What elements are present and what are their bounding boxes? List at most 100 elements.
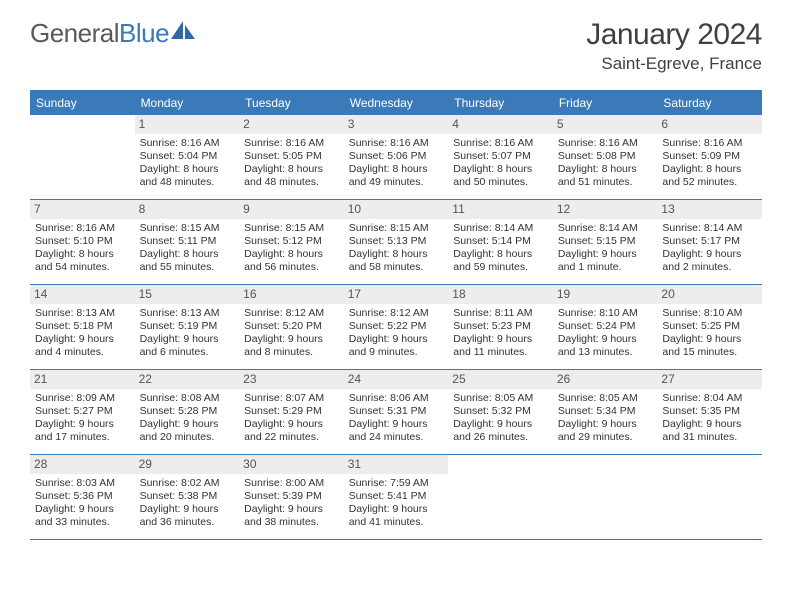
daylight-text: Daylight: 9 hours [453, 418, 548, 431]
daylight-text: and 51 minutes. [558, 176, 653, 189]
daylight-text: and 11 minutes. [453, 346, 548, 359]
daylight-text: Daylight: 9 hours [662, 333, 757, 346]
sunrise-text: Sunrise: 8:09 AM [35, 392, 130, 405]
sunrise-text: Sunrise: 8:16 AM [662, 137, 757, 150]
sunrise-text: Sunrise: 8:16 AM [244, 137, 339, 150]
day-number: 12 [553, 200, 658, 219]
daylight-text: and 54 minutes. [35, 261, 130, 274]
daylight-text: Daylight: 8 hours [35, 248, 130, 261]
day-cell: 18Sunrise: 8:11 AMSunset: 5:23 PMDayligh… [448, 285, 553, 369]
title-block: January 2024 Saint-Egreve, France [586, 18, 762, 74]
daylight-text: Daylight: 8 hours [349, 163, 444, 176]
sunset-text: Sunset: 5:34 PM [558, 405, 653, 418]
day-cell: 24Sunrise: 8:06 AMSunset: 5:31 PMDayligh… [344, 370, 449, 454]
day-cell: 30Sunrise: 8:00 AMSunset: 5:39 PMDayligh… [239, 455, 344, 539]
daylight-text: Daylight: 9 hours [244, 333, 339, 346]
sunrise-text: Sunrise: 8:07 AM [244, 392, 339, 405]
day-number: 26 [553, 370, 658, 389]
day-number: 10 [344, 200, 449, 219]
day-number: 11 [448, 200, 553, 219]
day-cell: 22Sunrise: 8:08 AMSunset: 5:28 PMDayligh… [135, 370, 240, 454]
sunset-text: Sunset: 5:22 PM [349, 320, 444, 333]
day-number: 9 [239, 200, 344, 219]
day-number: 16 [239, 285, 344, 304]
day-number: 13 [657, 200, 762, 219]
daylight-text: Daylight: 8 hours [453, 163, 548, 176]
daylight-text: Daylight: 8 hours [140, 248, 235, 261]
day-header-thu: Thursday [448, 92, 553, 115]
sunrise-text: Sunrise: 8:16 AM [349, 137, 444, 150]
day-number: 29 [135, 455, 240, 474]
daylight-text: and 8 minutes. [244, 346, 339, 359]
day-cell [448, 455, 553, 539]
daylight-text: and 24 minutes. [349, 431, 444, 444]
sunrise-text: Sunrise: 8:12 AM [349, 307, 444, 320]
sunrise-text: Sunrise: 8:16 AM [140, 137, 235, 150]
daylight-text: Daylight: 8 hours [140, 163, 235, 176]
day-cell: 23Sunrise: 8:07 AMSunset: 5:29 PMDayligh… [239, 370, 344, 454]
day-header-fri: Friday [553, 92, 658, 115]
day-number: 2 [239, 115, 344, 134]
sunrise-text: Sunrise: 8:13 AM [140, 307, 235, 320]
sunset-text: Sunset: 5:41 PM [349, 490, 444, 503]
sunset-text: Sunset: 5:05 PM [244, 150, 339, 163]
daylight-text: Daylight: 9 hours [558, 248, 653, 261]
day-number: 17 [344, 285, 449, 304]
sunset-text: Sunset: 5:08 PM [558, 150, 653, 163]
sunrise-text: Sunrise: 8:12 AM [244, 307, 339, 320]
day-cell: 16 Sunrise: 8:12 AMSunset: 5:20 PMDayligh… [239, 285, 344, 369]
daylight-text: and 29 minutes. [558, 431, 653, 444]
day-header-mon: Monday [135, 92, 240, 115]
sunrise-text: Sunrise: 8:02 AM [140, 477, 235, 490]
day-number: 6 [657, 115, 762, 134]
daylight-text: and 56 minutes. [244, 261, 339, 274]
daylight-text: Daylight: 9 hours [662, 418, 757, 431]
daylight-text: and 31 minutes. [662, 431, 757, 444]
week-row: 28Sunrise: 8:03 AMSunset: 5:36 PMDayligh… [30, 455, 762, 540]
sunset-text: Sunset: 5:17 PM [662, 235, 757, 248]
sunset-text: Sunset: 5:20 PM [244, 320, 339, 333]
day-cell [553, 455, 658, 539]
day-number: 24 [344, 370, 449, 389]
sunset-text: Sunset: 5:04 PM [140, 150, 235, 163]
sunset-text: Sunset: 5:35 PM [662, 405, 757, 418]
daylight-text: Daylight: 9 hours [662, 248, 757, 261]
sunrise-text: Sunrise: 8:10 AM [558, 307, 653, 320]
sunset-text: Sunset: 5:09 PM [662, 150, 757, 163]
daylight-text: Daylight: 8 hours [244, 163, 339, 176]
daylight-text: Daylight: 9 hours [140, 333, 235, 346]
daylight-text: and 20 minutes. [140, 431, 235, 444]
day-cell: 9Sunrise: 8:15 AMSunset: 5:12 PMDaylight… [239, 200, 344, 284]
day-cell: 25Sunrise: 8:05 AMSunset: 5:32 PMDayligh… [448, 370, 553, 454]
day-cell: 2 Sunrise: 8:16 AMSunset: 5:05 PMDaylight… [239, 115, 344, 199]
sunrise-text: Sunrise: 8:14 AM [662, 222, 757, 235]
day-number: 30 [239, 455, 344, 474]
daylight-text: and 41 minutes. [349, 516, 444, 529]
sunrise-text: Sunrise: 8:16 AM [35, 222, 130, 235]
day-number: 21 [30, 370, 135, 389]
daylight-text: and 2 minutes. [662, 261, 757, 274]
daylight-text: and 48 minutes. [244, 176, 339, 189]
sunset-text: Sunset: 5:19 PM [140, 320, 235, 333]
day-number: 14 [30, 285, 135, 304]
day-cell: 8Sunrise: 8:15 AMSunset: 5:11 PMDaylight… [135, 200, 240, 284]
day-number: 27 [657, 370, 762, 389]
day-cell: 5Sunrise: 8:16 AMSunset: 5:08 PMDaylight… [553, 115, 658, 199]
day-number: 19 [553, 285, 658, 304]
daylight-text: Daylight: 8 hours [244, 248, 339, 261]
sunrise-text: Sunrise: 8:16 AM [453, 137, 548, 150]
day-number: 23 [239, 370, 344, 389]
week-row: 21Sunrise: 8:09 AMSunset: 5:27 PMDayligh… [30, 370, 762, 455]
sunset-text: Sunset: 5:25 PM [662, 320, 757, 333]
brand-logo: GeneralBlue [30, 18, 197, 49]
sunrise-text: Sunrise: 8:05 AM [558, 392, 653, 405]
daylight-text: Daylight: 8 hours [349, 248, 444, 261]
day-header-wed: Wednesday [344, 92, 449, 115]
day-number: 20 [657, 285, 762, 304]
sunset-text: Sunset: 5:24 PM [558, 320, 653, 333]
sunset-text: Sunset: 5:12 PM [244, 235, 339, 248]
day-cell: 13 Sunrise: 8:14 AMSunset: 5:17 PMDayligh… [657, 200, 762, 284]
day-cell: 31Sunrise: 7:59 AMSunset: 5:41 PMDayligh… [344, 455, 449, 539]
sunrise-text: Sunrise: 8:10 AM [662, 307, 757, 320]
sunrise-text: Sunrise: 8:04 AM [662, 392, 757, 405]
